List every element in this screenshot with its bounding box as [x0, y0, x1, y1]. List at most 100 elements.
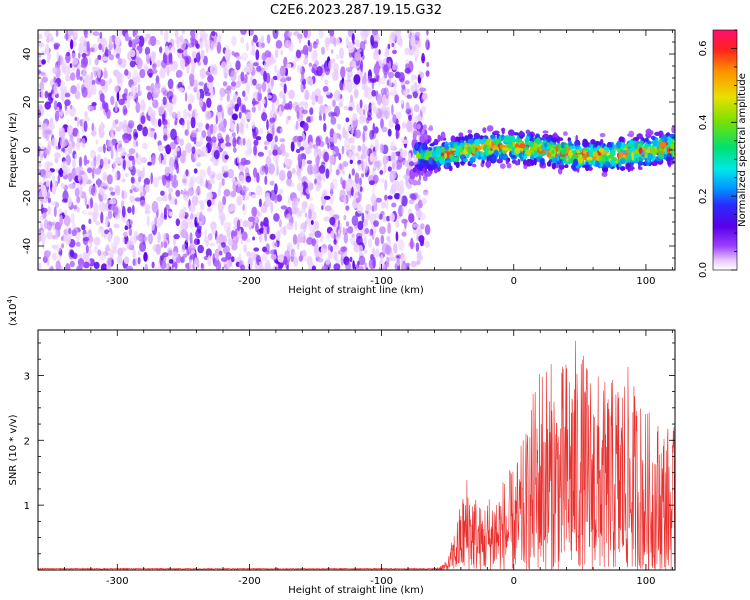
- heatmap-cell: [426, 61, 430, 68]
- heatmap-cell: [310, 220, 314, 225]
- heatmap-cell: [241, 231, 248, 241]
- heatmap-cell: [351, 186, 354, 197]
- heatmap-cell: [347, 30, 353, 38]
- heatmap-cell: [347, 226, 354, 234]
- heatmap-cell: [225, 134, 230, 144]
- heatmap-cell: [122, 122, 128, 134]
- heatmap-cell: [196, 257, 200, 269]
- heatmap-cell: [464, 144, 468, 148]
- heatmap-cell: [343, 84, 349, 91]
- heatmap-cell: [345, 221, 350, 227]
- heatmap-cell: [188, 221, 195, 230]
- heatmap-cell: [646, 128, 652, 136]
- heatmap-cell: [100, 263, 108, 270]
- heatmap-cell: [135, 141, 139, 147]
- heatmap-cell: [132, 248, 136, 259]
- heatmap-cell: [268, 163, 275, 175]
- heatmap-cell: [65, 263, 71, 270]
- heatmap-cell: [226, 93, 230, 102]
- heatmap-cell: [164, 152, 167, 162]
- heatmap-cell: [150, 82, 155, 94]
- heatmap-cell: [257, 210, 260, 217]
- heatmap-cell: [282, 94, 286, 107]
- heatmap-cell: [286, 63, 292, 68]
- heatmap-cell: [64, 92, 71, 98]
- heatmap-cell: [365, 267, 369, 270]
- heatmap-cell: [627, 162, 630, 169]
- heatmap-cell: [296, 111, 300, 119]
- heatmap-cell: [394, 123, 401, 132]
- heatmap-cell: [368, 102, 373, 113]
- heatmap-cell: [449, 153, 454, 160]
- heatmap-cell: [98, 201, 106, 213]
- heatmap-cell: [218, 181, 223, 189]
- heatmap-cell: [47, 197, 52, 204]
- heatmap-cell: [559, 156, 565, 160]
- heatmap-cell: [93, 261, 100, 269]
- heatmap-cells: [38, 30, 675, 270]
- heatmap-cell: [300, 222, 307, 230]
- heatmap-cell: [333, 244, 340, 251]
- heatmap-cell: [193, 79, 198, 91]
- heatmap-cell: [240, 71, 245, 82]
- heatmap-cell: [357, 145, 362, 152]
- heatmap-cell: [272, 30, 279, 39]
- heatmap-cell: [301, 158, 306, 168]
- heatmap-cell: [357, 244, 363, 253]
- heatmap-cell: [276, 165, 280, 176]
- heatmap-cell: [83, 236, 90, 242]
- heatmap-cell: [245, 123, 249, 129]
- heatmap-cell: [87, 30, 94, 36]
- heatmap-cell: [163, 214, 167, 220]
- heatmap-cell: [149, 35, 157, 47]
- heatmap-cell: [59, 127, 65, 132]
- heatmap-cell: [350, 144, 356, 151]
- heatmap-cell: [42, 85, 45, 91]
- heatmap-cell: [578, 154, 583, 159]
- heatmap-cell: [76, 82, 81, 91]
- heatmap-cell: [345, 205, 350, 211]
- heatmap-cell: [224, 154, 229, 160]
- heatmap-cell: [284, 39, 292, 49]
- heatmap-cell: [46, 231, 53, 240]
- heatmap-cell: [399, 179, 404, 189]
- heatmap-cell: [164, 45, 169, 56]
- heatmap-cell: [260, 35, 265, 43]
- heatmap-cell: [238, 180, 241, 187]
- heatmap-cell: [180, 228, 188, 239]
- heatmap-cell: [410, 237, 414, 250]
- heatmap-cell: [156, 217, 164, 226]
- heatmap-cell: [515, 138, 522, 143]
- heatmap-cell: [371, 248, 375, 255]
- heatmap-cell: [323, 172, 326, 183]
- heatmap-cell: [361, 75, 367, 86]
- heatmap-cell: [542, 136, 546, 141]
- heatmap-cell: [85, 232, 91, 237]
- heatmap-cell: [420, 223, 425, 230]
- heatmap-cell: [471, 157, 476, 163]
- heatmap-cell: [153, 176, 159, 188]
- heatmap-cell: [378, 49, 381, 55]
- heatmap-cell: [160, 260, 167, 270]
- heatmap-cell: [315, 239, 319, 244]
- heatmap-cell: [222, 81, 228, 87]
- heatmap-cell: [207, 75, 214, 83]
- heatmap-cell: [51, 137, 58, 148]
- heatmap-cell: [45, 170, 52, 179]
- heatmap-cell: [134, 38, 140, 43]
- heatmap-cell: [74, 153, 78, 159]
- heatmap-cell: [80, 63, 86, 68]
- heatmap-cell: [89, 242, 93, 248]
- heatmap-cell: [113, 223, 120, 229]
- heatmap-cell: [189, 259, 192, 270]
- heatmap-cell: [329, 163, 333, 175]
- heatmap-cell: [329, 193, 335, 205]
- heatmap-cell: [126, 240, 133, 250]
- heatmap-cell: [260, 221, 264, 228]
- heatmap-cell: [182, 178, 187, 184]
- heatmap-cell: [425, 70, 430, 77]
- heatmap-cell: [253, 247, 260, 252]
- heatmap-cell: [115, 150, 118, 157]
- heatmap-cell: [652, 139, 657, 147]
- heatmap-cell: [413, 130, 418, 138]
